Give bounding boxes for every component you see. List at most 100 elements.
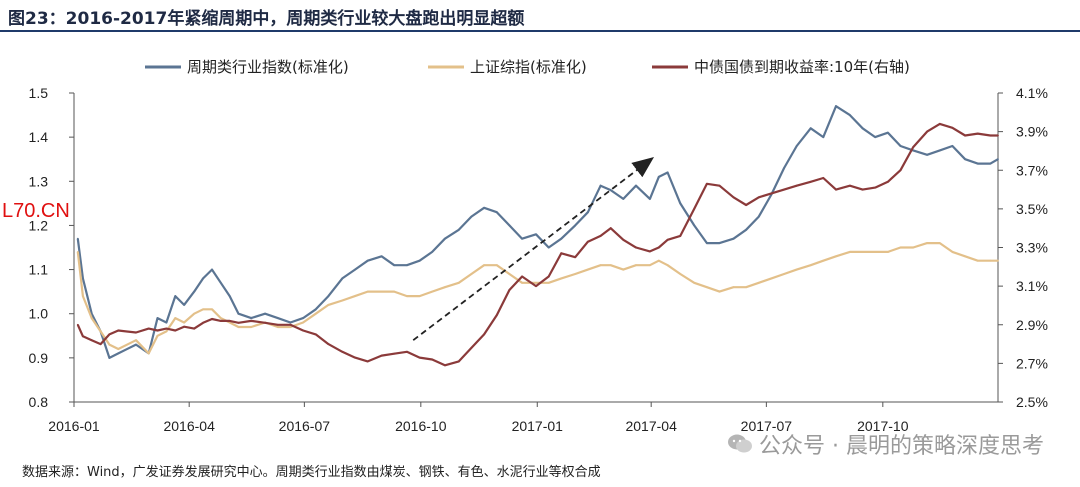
data-point: [444, 286, 446, 289]
data-point: [444, 364, 446, 367]
data-point: [289, 323, 292, 326]
figure-title: 图23：2016-2017年紧缩周期中，周期类行业较大盘跑出明显超额: [8, 9, 525, 29]
x-tick-label: 2017-07: [741, 418, 793, 434]
data-point: [849, 251, 851, 253]
data-point: [783, 188, 785, 191]
data-point: [757, 215, 760, 218]
data-point: [745, 228, 747, 231]
data-point: [219, 281, 222, 284]
y-right-tick-label: 3.9%: [1016, 124, 1048, 140]
series-2: [76, 122, 999, 367]
data-point: [849, 184, 851, 187]
y-right-tick-label: 3.3%: [1016, 240, 1048, 256]
data-point: [211, 268, 213, 271]
data-point: [380, 255, 383, 258]
data-point: [327, 304, 330, 306]
data-point: [964, 255, 966, 258]
data-point: [745, 204, 747, 206]
data-point: [193, 290, 196, 293]
data-point: [117, 352, 120, 355]
data-point: [649, 250, 651, 253]
series-line-2: [76, 122, 998, 367]
data-point: [835, 188, 837, 191]
data-point: [822, 177, 825, 179]
data-point: [470, 273, 473, 275]
data-point: [521, 237, 523, 240]
data-point: [535, 285, 537, 287]
data-point: [250, 320, 253, 322]
data-point: [795, 268, 798, 271]
data-point: [635, 246, 637, 249]
data-point: [135, 343, 137, 346]
data-point: [211, 308, 213, 311]
data-point: [861, 127, 864, 130]
data-point: [732, 286, 735, 289]
data-point: [666, 171, 669, 174]
data-point: [341, 350, 344, 353]
data-point: [117, 348, 120, 350]
y-left-tick-label: 0.9: [29, 350, 49, 366]
data-point: [380, 354, 383, 357]
data-point: [508, 224, 511, 227]
data-point: [193, 312, 196, 315]
data-point: [783, 273, 785, 275]
data-point: [250, 317, 253, 319]
data-point: [508, 289, 511, 291]
data-point: [237, 326, 240, 328]
data-point: [431, 290, 434, 293]
data-point: [822, 259, 825, 262]
data-point: [622, 268, 625, 271]
data-point: [156, 334, 159, 337]
data-point: [547, 281, 550, 284]
data-point: [861, 188, 864, 191]
data-point: [574, 273, 577, 275]
data-point: [341, 299, 344, 302]
data-point: [657, 259, 660, 262]
data-point: [951, 251, 954, 253]
data-point: [560, 237, 563, 240]
y-left-tick-label: 1.0: [29, 306, 49, 322]
data-point: [165, 327, 168, 330]
data-point: [302, 321, 304, 324]
data-point: [926, 242, 928, 245]
x-tick-label: 2016-07: [279, 418, 331, 434]
data-point: [718, 290, 721, 293]
data-point: [470, 215, 473, 218]
legend-label-1: 上证综指(标准化): [470, 58, 587, 76]
data-point: [795, 184, 798, 187]
y-left-tick-label: 1.1: [29, 262, 49, 278]
data-point: [693, 281, 696, 284]
data-point: [951, 126, 954, 129]
data-point: [599, 184, 602, 187]
data-point: [183, 325, 186, 328]
data-point: [302, 317, 304, 319]
data-point: [76, 237, 79, 240]
data-point: [861, 251, 864, 253]
data-point: [276, 323, 279, 326]
data-point: [156, 317, 159, 319]
source-note: 数据来源：Wind，广发证券发展研究中心。周期类行业指数由煤炭、钢铁、有色、水泥…: [22, 465, 601, 480]
data-point: [599, 235, 602, 237]
chart-axes: 0.8 0.9 1.0 1.1 1.2 1.3 1.4 1.5 2.5% 2.7% 2.9% 3.1%…: [29, 85, 1048, 434]
data-point: [587, 268, 589, 271]
data-point: [657, 246, 660, 249]
watermark: 公众号 · 晨明的策略深度思考: [727, 428, 1044, 460]
data-point: [406, 264, 408, 267]
data-point: [795, 145, 798, 147]
data-point: [76, 323, 79, 326]
data-point: [951, 145, 954, 147]
data-point: [770, 277, 773, 280]
data-point: [508, 273, 511, 275]
data-point: [250, 326, 253, 328]
data-point: [899, 246, 902, 249]
data-point: [989, 162, 992, 165]
data-point: [202, 321, 205, 324]
data-point: [418, 259, 421, 262]
data-point: [718, 184, 721, 187]
y-left-tick-label: 1.4: [29, 129, 49, 145]
data-point: [809, 180, 812, 183]
data-point: [874, 186, 877, 189]
data-point: [874, 136, 877, 139]
data-point: [354, 295, 356, 297]
data-point: [228, 320, 231, 322]
